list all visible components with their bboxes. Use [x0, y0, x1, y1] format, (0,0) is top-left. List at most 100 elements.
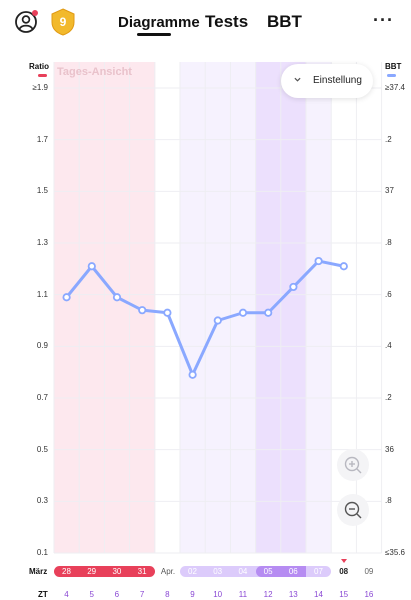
y-tick-label: 0.1 — [36, 548, 48, 557]
date-cell[interactable]: 05 — [263, 567, 273, 576]
notification-dot — [32, 10, 38, 16]
top-bar: 9 Diagramme Tests BBT ··· — [0, 0, 411, 44]
zt-cell: 15 — [339, 590, 349, 599]
y-tick-label: 1.5 — [36, 186, 48, 196]
month-label: März — [29, 567, 48, 576]
ratio-point — [264, 308, 273, 317]
ratio-point — [289, 282, 298, 292]
level-badge[interactable]: 9 — [50, 8, 76, 36]
date-cell[interactable]: 29 — [87, 567, 97, 576]
date-strip-ovulation — [280, 566, 307, 577]
date-strip-ovulation — [255, 566, 282, 577]
ratio-point — [163, 308, 172, 317]
zoom-out-button[interactable] — [337, 494, 369, 526]
zt-cell: 12 — [263, 590, 273, 599]
ratio-point — [138, 306, 147, 315]
ratio-legend-label: Ratio — [29, 62, 49, 71]
today-marker — [341, 559, 347, 563]
zt-cell: 14 — [314, 590, 323, 599]
date-cell[interactable]: 03 — [213, 567, 223, 576]
y-tick-label: 1.3 — [36, 238, 48, 247]
y-tick-label: 36 — [385, 444, 394, 454]
y-tick-label: 0.7 — [36, 393, 48, 402]
phase-band-fertile — [205, 62, 231, 553]
bbt-legend-label: BBT — [385, 62, 402, 71]
phase-band-period — [104, 62, 131, 553]
y-tick-label: 1.1 — [36, 289, 48, 299]
ratio-point — [87, 262, 96, 271]
ratio-point — [112, 293, 122, 302]
tab-bbt[interactable]: BBT — [267, 12, 302, 31]
april-month-label: Apr. — [160, 567, 176, 576]
y-tick-label: 0.3 — [36, 496, 48, 506]
zoom-in-button[interactable] — [337, 449, 369, 481]
level-badge-number: 9 — [60, 15, 67, 29]
y-tick-label: .8 — [385, 238, 392, 247]
date-cell[interactable]: 09 — [364, 567, 374, 576]
cycle-phase-bands — [54, 62, 332, 553]
y-tick-label: 0.5 — [36, 444, 48, 454]
ratio-legend-swatch — [38, 74, 47, 77]
more-menu-icon[interactable]: ··· — [373, 10, 394, 30]
zt-cell: 8 — [165, 590, 170, 599]
zt-cell: 13 — [288, 590, 298, 599]
settings-button[interactable]: Einstellung — [281, 64, 373, 98]
zt-cell: 16 — [364, 590, 374, 599]
y-tick-label: ≥1.9 — [32, 83, 48, 92]
profile-icon[interactable] — [14, 9, 40, 35]
y-tick-label: 37 — [385, 186, 394, 196]
ratio-point — [314, 256, 323, 266]
phase-band-fertile — [180, 62, 206, 553]
settings-label: Einstellung — [313, 75, 362, 86]
tab-tests[interactable]: Tests — [205, 12, 249, 31]
ratio-point — [213, 316, 222, 325]
date-cell[interactable]: 30 — [112, 567, 122, 576]
zoom-in-icon — [344, 456, 362, 474]
date-cell[interactable]: 28 — [62, 567, 71, 576]
y-tick-label: ≤35.6 — [385, 548, 405, 557]
zt-label: ZT — [38, 590, 48, 599]
y-tick-label: .2 — [385, 393, 392, 402]
y-tick-label: ≥37.4 — [385, 83, 405, 92]
zt-cell: 7 — [139, 590, 145, 599]
phase-band-period — [79, 62, 105, 553]
tab-active-indicator — [137, 33, 171, 36]
ratio-point — [188, 370, 197, 379]
zoom-out-icon — [344, 501, 362, 519]
chart[interactable] — [0, 0, 411, 560]
y-tick-label: .6 — [385, 289, 392, 299]
zt-cell: 6 — [114, 590, 120, 599]
date-strip-period — [54, 566, 155, 577]
tab-diagramme[interactable]: Diagramme — [118, 14, 200, 31]
date-cell[interactable]: 31 — [137, 567, 147, 576]
chart-grid — [53, 62, 383, 554]
y-tick-label: .2 — [385, 134, 392, 144]
zt-cell: 9 — [190, 590, 195, 599]
view-mode-label: Tages-Ansicht — [57, 66, 132, 78]
ratio-series — [62, 256, 348, 379]
phase-band-ovulation — [255, 62, 282, 553]
ratio-point — [62, 293, 71, 302]
phase-band-fertile — [230, 62, 257, 553]
date-cell[interactable]: 08 — [339, 567, 349, 576]
ratio-point — [238, 308, 248, 317]
zt-cell: 5 — [89, 590, 94, 599]
date-cell[interactable]: 04 — [238, 567, 248, 576]
phase-band-period — [54, 62, 80, 553]
ratio-line — [65, 259, 345, 377]
phase-band-fertile — [306, 62, 332, 553]
ratio-point — [339, 262, 348, 271]
date-cell[interactable]: 02 — [188, 567, 197, 576]
bbt-legend-swatch — [387, 74, 396, 77]
date-cell[interactable]: 07 — [314, 567, 323, 576]
y-tick-label: .8 — [385, 496, 392, 506]
zt-cell: 11 — [238, 590, 248, 599]
zt-cell: 10 — [213, 590, 223, 599]
y-tick-label: 1.7 — [36, 134, 48, 144]
phase-band-ovulation — [280, 62, 307, 553]
chevron-down-icon — [294, 77, 301, 82]
date-cell[interactable]: 06 — [288, 567, 298, 576]
y-tick-label: 0.9 — [36, 341, 48, 351]
y-tick-label: .4 — [385, 341, 392, 351]
zt-cell: 4 — [64, 590, 69, 599]
